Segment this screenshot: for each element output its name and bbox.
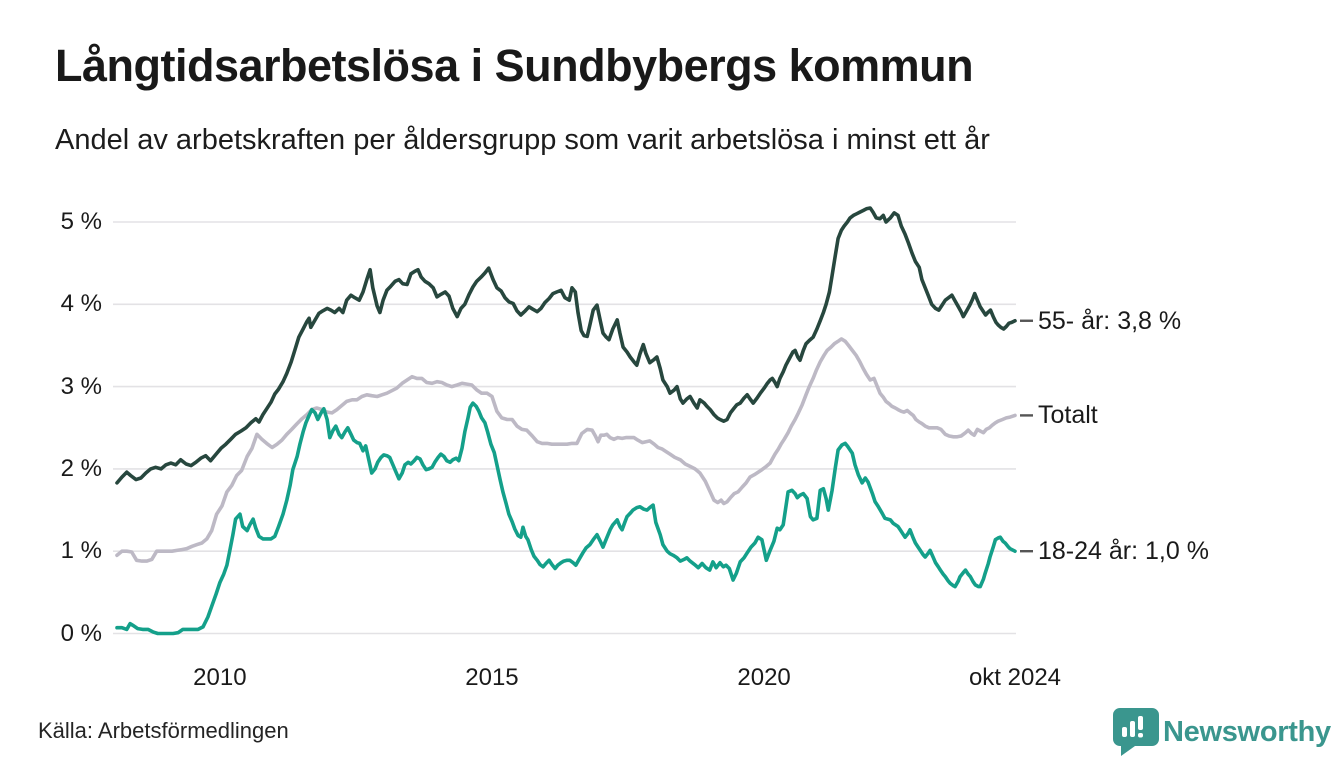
y-tick-label: 3 % [60,372,102,400]
newsworthy-branding: Newsworthy [1113,708,1331,760]
x-tick-label: 2020 [737,664,791,691]
x-tick-label: okt 2024 [968,664,1062,691]
chart-subtitle: Andel av arbetskraften per åldersgrupp s… [55,124,990,156]
page-title: Långtidsarbetslösa i Sundbybergs kommun [55,40,974,91]
x-tick-label: 2015 [465,664,519,691]
x-tick-label: 2010 [193,664,247,691]
newsworthy-logo-icon [1113,708,1159,756]
y-tick-label: 0 % [60,619,102,647]
y-tick-label: 1 % [60,537,102,565]
series-line-18-24-r [115,401,1017,636]
series-end-label: 55- år: 3,8 % [1038,306,1182,335]
series-line-Totalt [115,337,1017,563]
y-tick-label: 4 % [60,290,102,318]
series-end-label: 18-24 år: 1,0 % [1038,537,1209,566]
series-line-55--r [115,206,1017,485]
y-tick-label: 5 % [60,208,102,235]
y-tick-label: 2 % [60,454,102,482]
newsworthy-wordmark: Newsworthy [1163,716,1331,748]
source-note: Källa: Arbetsförmedlingen [38,718,289,743]
series-end-label: Totalt [1038,401,1098,430]
